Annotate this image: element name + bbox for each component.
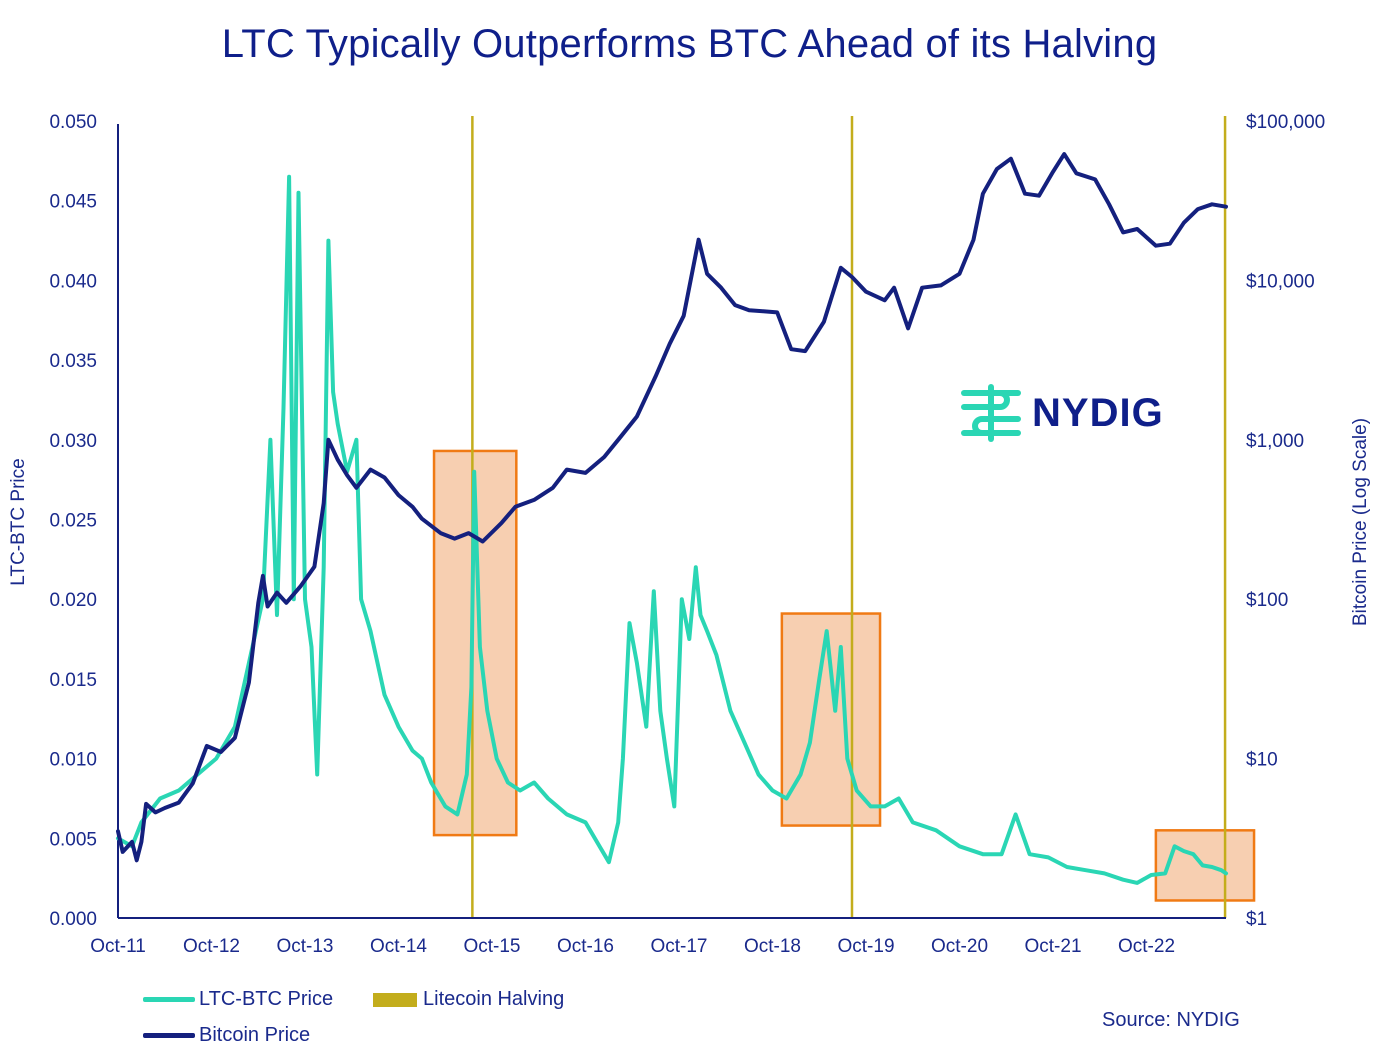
right-tick-label: $100 [1246, 590, 1288, 611]
right-tick-label: $1,000 [1246, 431, 1304, 452]
source-note: Source: NYDIG [1102, 1009, 1240, 1031]
legend-swatch-halving [373, 992, 417, 1007]
left-tick-label: 0.010 [49, 750, 97, 771]
legend-item-ltc: LTC-BTC Price [143, 988, 333, 1011]
chart-title: LTC Typically Outperforms BTC Ahead of i… [221, 22, 1158, 66]
x-tick-label: Oct-14 [370, 936, 427, 957]
highlight-boxes [432, 449, 1256, 902]
legend-label-ltc: LTC-BTC Price [199, 988, 334, 1010]
left-tick-label: 0.035 [49, 351, 97, 372]
legend-swatch-btc [143, 1033, 195, 1038]
right-tick-label: $100,000 [1246, 112, 1325, 133]
legend-swatch-ltc [143, 997, 195, 1002]
x-tick-label: Oct-22 [1118, 936, 1175, 957]
nydig-logo-icon [961, 384, 1021, 442]
right-tick-label: $10,000 [1246, 271, 1315, 292]
tick-labels: 0.000 0.005 0.010 0.015 0.020 0.025 0.030 0.035… [49, 112, 1325, 957]
nydig-logo-text: NYDIG [1032, 390, 1164, 435]
axes [117, 124, 1226, 919]
legend-label-btc: Bitcoin Price [199, 1024, 311, 1046]
left-tick-label: 0.015 [49, 670, 97, 691]
left-tick-label: 0.025 [49, 511, 97, 532]
series-line-ltc-btc [116, 174, 1228, 885]
highlight-box-2 [780, 612, 882, 827]
x-tick-label: Oct-12 [183, 936, 240, 957]
left-tick-label: 0.030 [49, 431, 97, 452]
right-tick-label: $10 [1246, 750, 1278, 771]
x-tick-label: Oct-21 [1025, 936, 1082, 957]
x-tick-label: Oct-18 [744, 936, 801, 957]
x-tick-label: Oct-20 [931, 936, 988, 957]
x-tick-label: Oct-16 [557, 936, 614, 957]
left-tick-label: 0.000 [49, 909, 97, 930]
legend-item-btc: Bitcoin Price [143, 1024, 310, 1047]
legend-label-halving: Litecoin Halving [423, 988, 565, 1010]
series-lines [116, 152, 1228, 885]
x-tick-label: Oct-13 [276, 936, 333, 957]
series-line-bitcoin [116, 152, 1228, 863]
nydig-logo: NYDIG [960, 383, 1164, 443]
x-tick-label: Oct-19 [838, 936, 895, 957]
legend-item-halving: Litecoin Halving [373, 988, 564, 1011]
left-tick-label: 0.005 [49, 829, 97, 850]
left-tick-label: 0.020 [49, 590, 97, 611]
right-tick-label: $1 [1246, 909, 1267, 930]
right-axis-label: Bitcoin Price (Log Scale) [1350, 418, 1371, 626]
left-tick-label: 0.050 [49, 112, 97, 133]
left-tick-label: 0.045 [49, 192, 97, 213]
x-tick-label: Oct-17 [650, 936, 707, 957]
left-tick-label: 0.040 [49, 271, 97, 292]
x-tick-label: Oct-15 [463, 936, 520, 957]
left-axis-label: LTC-BTC Price [8, 458, 29, 585]
x-tick-label: Oct-11 [90, 936, 146, 957]
